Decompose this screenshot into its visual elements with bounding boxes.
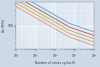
Y-axis label: Δσ (MPa): Δσ (MPa) [2,19,6,32]
X-axis label: Number of stress cycles N: Number of stress cycles N [35,61,75,65]
